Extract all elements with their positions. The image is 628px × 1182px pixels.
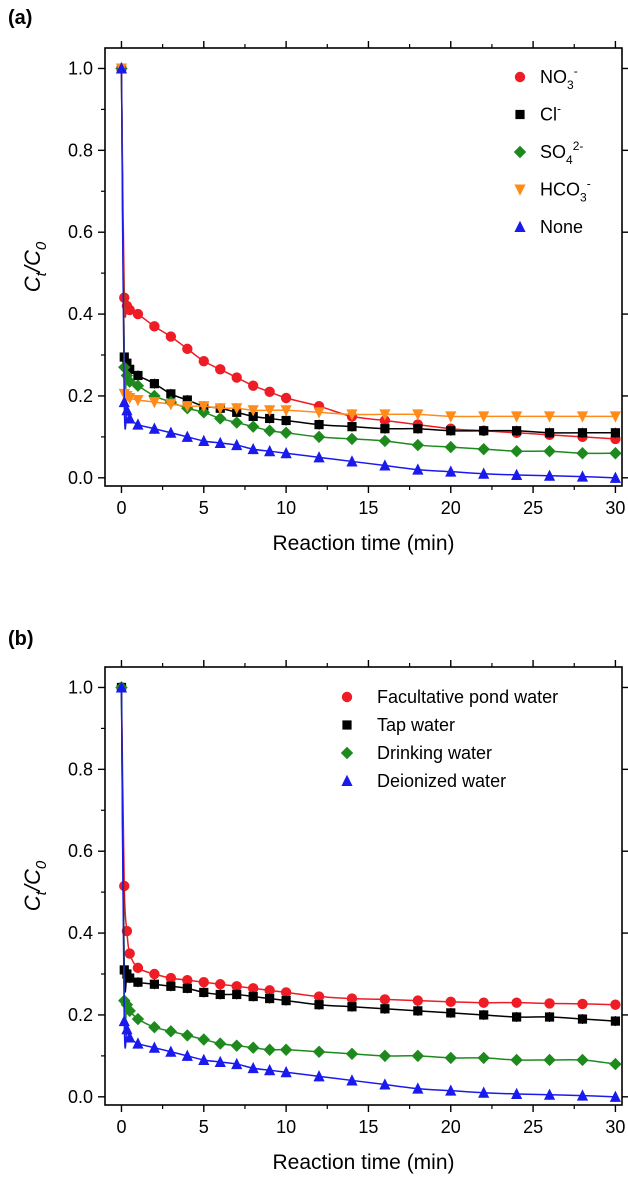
legend-label: NO3- [540, 64, 578, 92]
y-tick-label: 0.6 [68, 841, 93, 861]
series-line [121, 68, 615, 453]
y-tick-label: 0.0 [68, 1087, 93, 1107]
legend-label: Cl- [540, 102, 561, 125]
legend-label-sup: - [557, 102, 561, 116]
legend-item: Cl- [515, 102, 561, 125]
legend-label-sup: - [587, 177, 591, 191]
legend-item: HCO3- [514, 177, 590, 205]
legend: NO3-Cl-SO42-HCO3-None [514, 64, 591, 237]
x-tick-label: 10 [276, 1117, 296, 1137]
legend-label: Facultative pond water [377, 687, 558, 707]
series-line [121, 687, 615, 1096]
y-axis-title: Ct/C0 [20, 241, 50, 292]
y-axis-title-main: C [20, 895, 45, 911]
chart-panel-b: (b) 0 5 10 15 20 25 30 0.0 0.2 0.4 0.6 0.8 1.0 Reactio… [8, 628, 628, 1174]
series-3 [116, 681, 621, 1102]
y-axis-title-sub2: 0 [33, 241, 50, 250]
legend-item: NO3- [515, 64, 578, 92]
x-tick-label: 20 [441, 1117, 461, 1137]
legend-label-base: Facultative pond water [377, 687, 558, 707]
x-axis-title: Reaction time (min) [272, 1151, 454, 1174]
legend-label: Tap water [377, 715, 455, 735]
x-tick-label: 30 [605, 1117, 625, 1137]
legend-label-sub: 3 [567, 78, 574, 92]
legend-marker [342, 720, 351, 729]
x-tick-label: 15 [358, 498, 378, 518]
legend-label-base: NO [540, 67, 567, 87]
legend-label: Deionized water [377, 771, 506, 791]
legend-label-base: Deionized water [377, 771, 506, 791]
series-line [121, 687, 615, 1004]
legend-label-base: SO [540, 142, 566, 162]
y-axis-title-main: C [20, 276, 45, 292]
y-tick-label: 0.8 [68, 759, 93, 779]
legend-label: SO42- [540, 139, 583, 167]
y-tick-label: 0.0 [68, 468, 93, 488]
legend-item: None [514, 217, 583, 237]
legend-marker [342, 692, 352, 702]
legend-label-base: HCO [540, 180, 580, 200]
x-tick-label: 5 [199, 1117, 209, 1137]
legend-item: Deionized water [341, 771, 506, 791]
legend-marker [514, 221, 525, 232]
y-tick-label: 0.8 [68, 140, 93, 160]
y-tick-label: 0.6 [68, 222, 93, 242]
panel-label: (b) [8, 628, 34, 650]
legend-label-base: None [540, 217, 583, 237]
series-4 [116, 62, 621, 483]
legend-item: Facultative pond water [342, 687, 558, 707]
series-0 [116, 682, 620, 1010]
x-tick-label: 30 [605, 498, 625, 518]
y-axis-title-sep: /C [20, 869, 45, 893]
x-tick-label: 15 [358, 1117, 378, 1137]
x-tick-label: 10 [276, 498, 296, 518]
y-axis-title: Ct/C0 [20, 860, 50, 911]
x-axis-title: Reaction time (min) [272, 532, 454, 555]
legend-item: SO42- [514, 139, 584, 167]
legend-marker [514, 185, 525, 196]
legend-label-sub: 3 [580, 191, 587, 205]
legend-marker [514, 146, 526, 158]
panel-label: (a) [8, 7, 32, 29]
x-tick-label: 25 [523, 1117, 543, 1137]
legend-label: None [540, 217, 583, 237]
y-tick-label: 0.2 [68, 386, 93, 406]
x-tick-label: 5 [199, 498, 209, 518]
legend-label-base: Tap water [377, 715, 455, 735]
legend-label-sup: 2- [573, 139, 584, 153]
legend-label: Drinking water [377, 743, 492, 763]
x-tick-label: 0 [116, 1117, 126, 1137]
legend-item: Tap water [342, 715, 455, 735]
legend: Facultative pond water Tap water Drinking … [341, 687, 558, 791]
legend-marker [341, 775, 352, 786]
series-line [121, 687, 615, 1021]
y-axis-title-sub2: 0 [33, 860, 50, 869]
y-tick-label: 0.4 [68, 304, 93, 324]
legend-label-base: Drinking water [377, 743, 492, 763]
series-1 [117, 682, 620, 1026]
legend-label-sup: - [574, 64, 578, 78]
plot-frame [105, 667, 622, 1105]
y-tick-label: 1.0 [68, 58, 93, 78]
legend-label-base: Cl [540, 105, 557, 125]
y-tick-label: 1.0 [68, 677, 93, 697]
y-axis-title-sep: /C [20, 250, 45, 274]
y-tick-label: 0.4 [68, 923, 93, 943]
x-tick-label: 25 [523, 498, 543, 518]
legend-label-sub: 4 [566, 153, 573, 167]
legend-label: HCO3- [540, 177, 591, 205]
legend-marker [515, 72, 525, 82]
legend-marker [341, 747, 353, 759]
legend-marker [515, 110, 524, 119]
y-axis: 0.0 0.2 0.4 0.6 0.8 1.0 [68, 677, 628, 1106]
chart-panel-a: (a)0 5 10 15 20 25 300.00.20.40.60.81.0Reactio… [8, 7, 628, 555]
x-tick-label: 20 [441, 498, 461, 518]
series-2 [115, 681, 621, 1070]
x-tick-label: 0 [116, 498, 126, 518]
legend-item: Drinking water [341, 743, 492, 763]
y-tick-label: 0.2 [68, 1005, 93, 1025]
